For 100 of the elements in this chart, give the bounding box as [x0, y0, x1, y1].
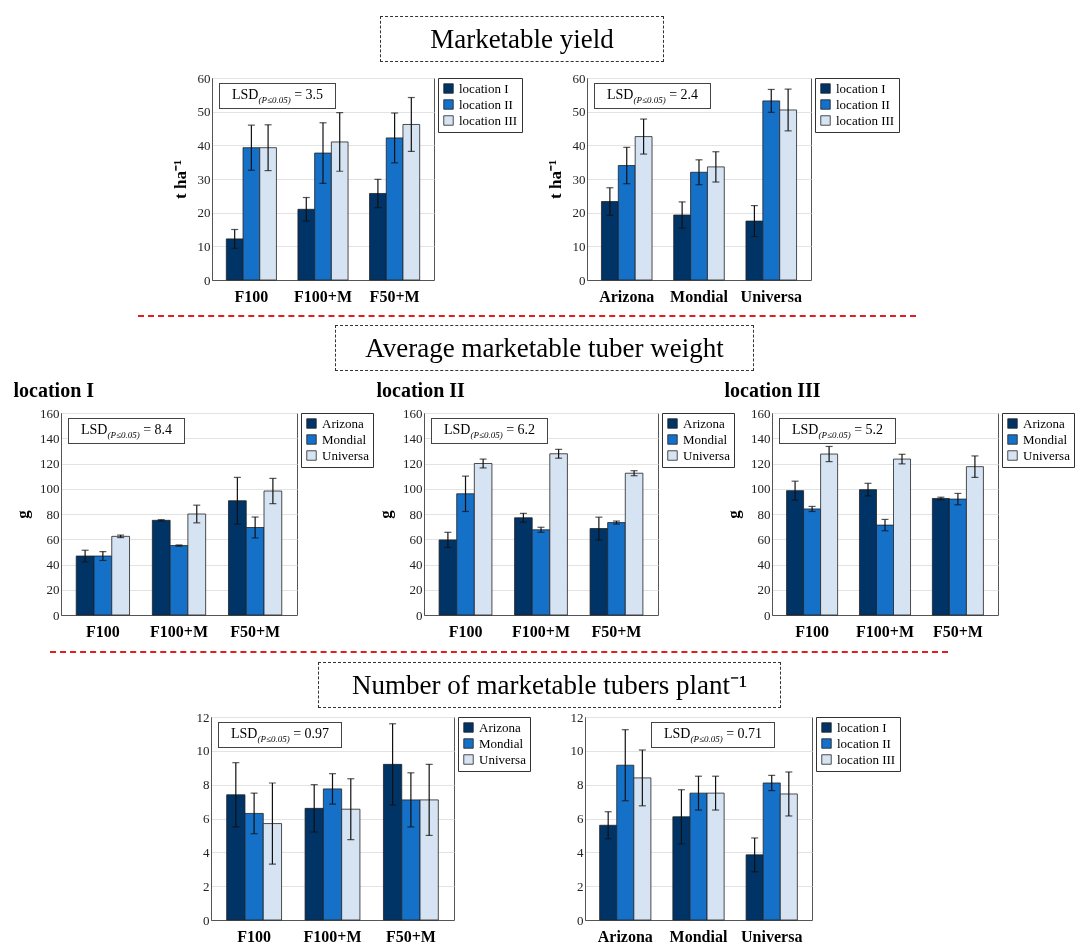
- legend-label: Universa: [479, 751, 527, 767]
- annotation: LSD$_{(P≤0.05)}$ = 8.4: [68, 418, 186, 444]
- y-tick-label: 20: [409, 582, 423, 598]
- x-tick-label: F100+M: [303, 927, 362, 945]
- y-tick-label: 80: [46, 506, 60, 522]
- legend-label: location I: [837, 719, 887, 735]
- y-tick-label: 100: [403, 481, 423, 497]
- y-tick-label: 2: [577, 878, 584, 894]
- chart-subtitle: location II: [376, 379, 466, 401]
- legend-label: Universa: [322, 447, 370, 463]
- legend-label: Arizona: [1023, 415, 1066, 431]
- x-tick-label: Arizona: [599, 287, 655, 305]
- legend-label: Mondial: [683, 431, 728, 447]
- x-tick-label: Mondial: [670, 287, 729, 305]
- y-tick-label: 120: [403, 456, 423, 471]
- x-tick-label: F100+M: [150, 622, 208, 640]
- y-tick-label: 10: [196, 743, 210, 759]
- x-tick-label: F50+M: [369, 287, 420, 305]
- annotation: LSD$_{(P≤0.05)}$ = 2.4: [594, 83, 712, 109]
- x-tick-label: F50+M: [591, 622, 642, 640]
- x-tick-label: F100+M: [512, 622, 570, 640]
- y-tick-label: 160: [403, 405, 423, 421]
- annotation: LSD$_{(P≤0.05)}$ = 0.97: [218, 722, 343, 748]
- legend-label: Mondial: [479, 735, 524, 751]
- legend-label: Arizona: [479, 719, 522, 735]
- annotation: LSD$_{(P≤0.05)}$ = 3.5: [219, 83, 337, 109]
- y-tick-label: 20: [197, 205, 211, 221]
- y-tick-label: 40: [197, 137, 211, 153]
- legend-label: Arizona: [683, 415, 726, 431]
- y-tick-label: 4: [577, 844, 584, 860]
- y-tick-label: 10: [197, 238, 211, 254]
- chart-subtitle: location III: [724, 379, 821, 401]
- legend-label: location I: [459, 80, 509, 96]
- x-tick-label: Mondial: [669, 927, 728, 945]
- x-tick-label: F50+M: [385, 927, 436, 945]
- y-tick-label: 20: [572, 205, 586, 221]
- y-tick-label: 0: [416, 607, 423, 623]
- y-tick-label: 0: [203, 912, 210, 928]
- chart-subtitle: location I: [13, 379, 95, 401]
- y-axis-title: g: [724, 509, 743, 519]
- legend-label: location III: [459, 112, 518, 128]
- x-tick-label: Universa: [741, 927, 803, 945]
- y-tick-label: 6: [577, 811, 584, 826]
- y-tick-label: 0: [53, 607, 60, 623]
- y-tick-label: 0: [764, 607, 771, 623]
- y-tick-label: 60: [757, 531, 771, 547]
- y-tick-label: 60: [409, 531, 423, 547]
- x-tick-label: F100: [795, 622, 829, 640]
- legend-label: Arizona: [322, 415, 365, 431]
- y-tick-label: 20: [46, 582, 60, 598]
- y-axis-title: g: [376, 509, 395, 519]
- x-tick-label: F100: [85, 622, 120, 640]
- y-axis-title: t ha⁻¹: [545, 160, 565, 199]
- x-tick-label: F100: [448, 622, 483, 640]
- chart-title: Average marketable tuber weight: [335, 325, 754, 371]
- legend-label: location II: [459, 96, 513, 112]
- y-tick-label: 160: [40, 405, 60, 421]
- y-tick-label: 0: [204, 272, 211, 288]
- y-tick-label: 40: [757, 557, 771, 572]
- y-tick-label: 160: [751, 405, 771, 421]
- legend-label: location III: [836, 112, 895, 128]
- text: Marketable yield: [380, 16, 664, 62]
- x-tick-label: Universa: [740, 287, 802, 305]
- y-tick-label: 0: [579, 272, 586, 288]
- legend-label: location I: [836, 80, 886, 96]
- y-tick-label: 20: [757, 582, 771, 598]
- y-tick-label: 8: [203, 777, 210, 793]
- x-tick-label: F100: [234, 287, 269, 305]
- y-tick-label: 140: [40, 430, 60, 446]
- y-tick-label: 120: [751, 456, 771, 471]
- y-tick-label: 60: [572, 70, 586, 86]
- legend-label: Universa: [683, 447, 731, 463]
- x-tick-label: F100+M: [856, 622, 914, 640]
- legend-label: location II: [837, 735, 891, 751]
- y-tick-label: 80: [757, 506, 771, 522]
- y-tick-label: 50: [197, 104, 211, 120]
- y-tick-label: 50: [572, 104, 586, 120]
- text: Number of marketable tubers plant⁻¹: [318, 662, 781, 708]
- y-tick-label: 40: [409, 557, 423, 572]
- y-tick-label: 40: [46, 557, 60, 572]
- y-tick-label: 140: [403, 430, 423, 446]
- x-tick-label: F50+M: [932, 622, 983, 640]
- annotation: LSD$_{(P≤0.05)}$ = 0.71: [651, 722, 776, 748]
- y-tick-label: 12: [570, 709, 584, 725]
- annotation: LSD$_{(P≤0.05)}$ = 5.2: [779, 418, 897, 444]
- y-tick-label: 10: [570, 743, 584, 759]
- y-tick-label: 30: [572, 171, 586, 187]
- y-tick-label: 100: [40, 481, 60, 497]
- legend-label: location II: [836, 96, 890, 112]
- y-axis-title: g: [13, 509, 32, 519]
- y-axis-title: t ha⁻¹: [170, 160, 190, 199]
- legend-label: location III: [837, 751, 896, 767]
- y-tick-label: 40: [572, 137, 586, 153]
- y-tick-label: 2: [203, 878, 210, 894]
- y-tick-label: 30: [197, 171, 211, 187]
- x-tick-label: F100: [237, 927, 271, 945]
- y-tick-label: 100: [751, 481, 771, 497]
- y-tick-label: 60: [46, 531, 60, 547]
- y-tick-label: 4: [203, 844, 210, 860]
- x-tick-label: Arizona: [597, 927, 653, 945]
